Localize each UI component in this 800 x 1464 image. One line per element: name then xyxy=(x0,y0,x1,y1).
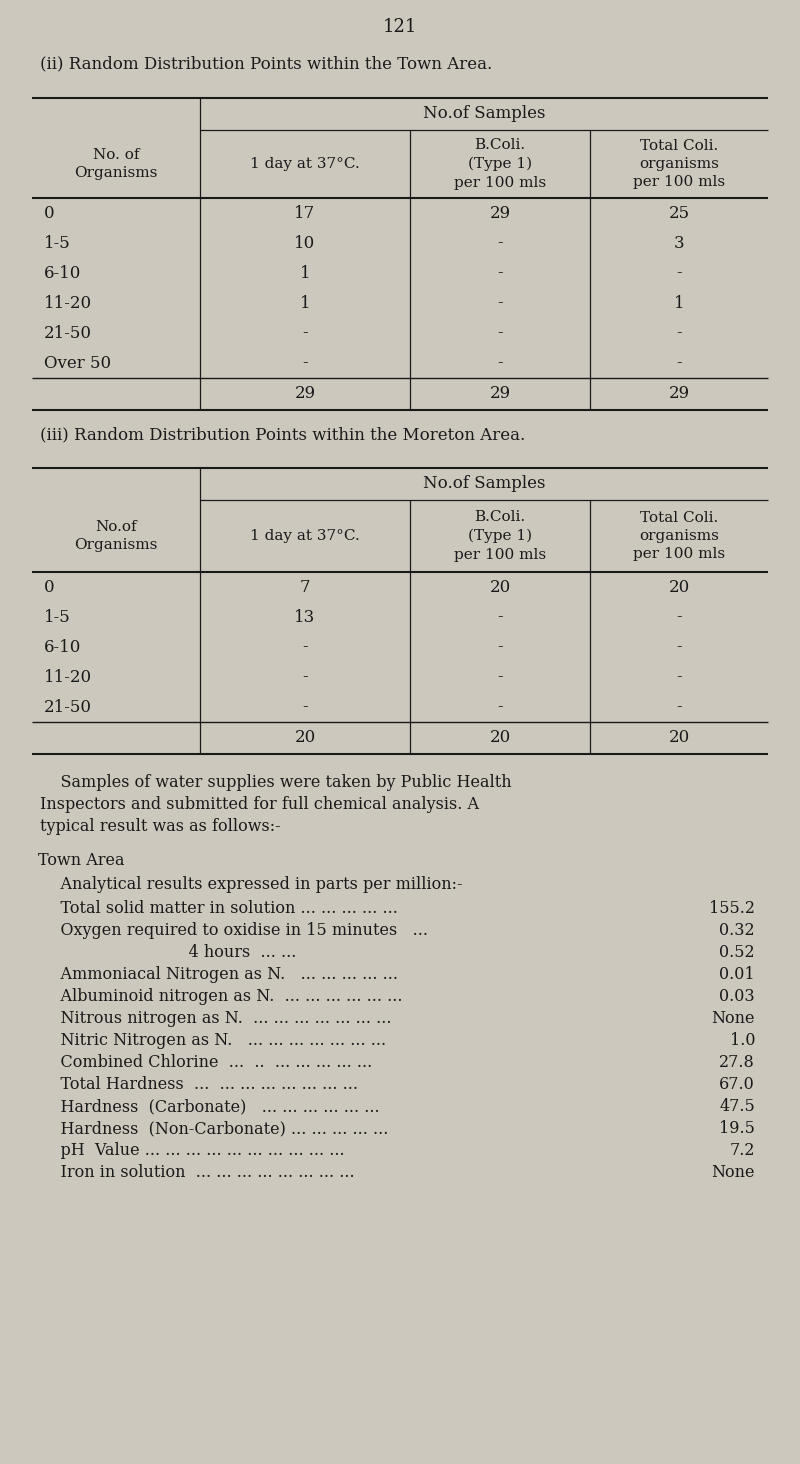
Text: None: None xyxy=(711,1164,755,1181)
Text: Total Hardness  ...  ... ... ... ... ... ... ...: Total Hardness ... ... ... ... ... ... .… xyxy=(40,1076,358,1094)
Text: 0.32: 0.32 xyxy=(719,922,755,938)
Text: -: - xyxy=(497,265,503,281)
Text: None: None xyxy=(711,1010,755,1028)
Text: 1: 1 xyxy=(674,294,684,312)
Text: -: - xyxy=(676,325,682,341)
Text: -: - xyxy=(497,698,503,716)
Text: -: - xyxy=(302,325,308,341)
Text: Albuminoid nitrogen as N.  ... ... ... ... ... ...: Albuminoid nitrogen as N. ... ... ... ..… xyxy=(40,988,402,1004)
Text: -: - xyxy=(676,669,682,685)
Text: 6-10: 6-10 xyxy=(44,638,82,656)
Text: -: - xyxy=(497,325,503,341)
Text: (ii) Random Distribution Points within the Town Area.: (ii) Random Distribution Points within t… xyxy=(40,56,492,72)
Text: No.of Samples: No.of Samples xyxy=(422,105,546,123)
Text: 1-5: 1-5 xyxy=(44,609,70,625)
Text: -: - xyxy=(302,698,308,716)
Text: 20: 20 xyxy=(294,729,316,747)
Text: (iii) Random Distribution Points within the Moreton Area.: (iii) Random Distribution Points within … xyxy=(40,426,526,444)
Text: -: - xyxy=(302,669,308,685)
Text: 27.8: 27.8 xyxy=(719,1054,755,1072)
Text: 29: 29 xyxy=(669,385,690,403)
Text: Hardness  (Carbonate)   ... ... ... ... ... ...: Hardness (Carbonate) ... ... ... ... ...… xyxy=(40,1098,380,1116)
Text: Oxygen required to oxidise in 15 minutes   ...: Oxygen required to oxidise in 15 minutes… xyxy=(40,922,428,938)
Text: -: - xyxy=(497,638,503,656)
Text: 4 hours  ... ...: 4 hours ... ... xyxy=(40,944,296,960)
Text: -: - xyxy=(676,609,682,625)
Text: -: - xyxy=(676,354,682,372)
Text: No.of Samples: No.of Samples xyxy=(422,476,546,492)
Text: 0: 0 xyxy=(44,578,54,596)
Text: 47.5: 47.5 xyxy=(719,1098,755,1116)
Text: Hardness  (Non-Carbonate) ... ... ... ... ...: Hardness (Non-Carbonate) ... ... ... ...… xyxy=(40,1120,388,1138)
Text: B.Coli.
(Type 1)
per 100 mls: B.Coli. (Type 1) per 100 mls xyxy=(454,511,546,562)
Text: Nitrous nitrogen as N.  ... ... ... ... ... ... ...: Nitrous nitrogen as N. ... ... ... ... .… xyxy=(40,1010,391,1028)
Text: 13: 13 xyxy=(294,609,316,625)
Text: 7: 7 xyxy=(300,578,310,596)
Text: Nitric Nitrogen as N.   ... ... ... ... ... ... ...: Nitric Nitrogen as N. ... ... ... ... ..… xyxy=(40,1032,386,1050)
Text: 155.2: 155.2 xyxy=(709,900,755,916)
Text: 10: 10 xyxy=(294,234,316,252)
Text: 6-10: 6-10 xyxy=(44,265,82,281)
Text: 7.2: 7.2 xyxy=(730,1142,755,1159)
Text: -: - xyxy=(302,638,308,656)
Text: -: - xyxy=(497,234,503,252)
Text: 25: 25 xyxy=(669,205,690,221)
Text: 11-20: 11-20 xyxy=(44,669,92,685)
Text: 1 day at 37°C.: 1 day at 37°C. xyxy=(250,529,360,543)
Text: -: - xyxy=(302,354,308,372)
Text: Ammoniacal Nitrogen as N.   ... ... ... ... ...: Ammoniacal Nitrogen as N. ... ... ... ..… xyxy=(40,966,398,982)
Text: Total Coli.
organisms
per 100 mls: Total Coli. organisms per 100 mls xyxy=(633,139,725,189)
Text: -: - xyxy=(497,609,503,625)
Text: Iron in solution  ... ... ... ... ... ... ... ...: Iron in solution ... ... ... ... ... ...… xyxy=(40,1164,354,1181)
Text: 67.0: 67.0 xyxy=(719,1076,755,1094)
Text: 0.01: 0.01 xyxy=(719,966,755,982)
Text: -: - xyxy=(676,265,682,281)
Text: 21-50: 21-50 xyxy=(44,325,92,341)
Text: 3: 3 xyxy=(674,234,684,252)
Text: B.Coli.
(Type 1)
per 100 mls: B.Coli. (Type 1) per 100 mls xyxy=(454,138,546,190)
Text: 1-5: 1-5 xyxy=(44,234,70,252)
Text: No. of
Organisms: No. of Organisms xyxy=(74,148,158,180)
Text: 19.5: 19.5 xyxy=(719,1120,755,1138)
Text: 20: 20 xyxy=(490,578,510,596)
Text: 0.03: 0.03 xyxy=(719,988,755,1004)
Text: typical result was as follows:-: typical result was as follows:- xyxy=(40,818,281,834)
Text: 17: 17 xyxy=(294,205,316,221)
Text: 11-20: 11-20 xyxy=(44,294,92,312)
Text: 0.52: 0.52 xyxy=(719,944,755,960)
Text: -: - xyxy=(676,638,682,656)
Text: 1: 1 xyxy=(300,294,310,312)
Text: 1: 1 xyxy=(300,265,310,281)
Text: Combined Chlorine  ...  ..  ... ... ... ... ...: Combined Chlorine ... .. ... ... ... ...… xyxy=(40,1054,372,1072)
Text: 29: 29 xyxy=(490,385,510,403)
Text: -: - xyxy=(497,669,503,685)
Text: Analytical results expressed in parts per million:-: Analytical results expressed in parts pe… xyxy=(40,875,462,893)
Text: Total Coli.
organisms
per 100 mls: Total Coli. organisms per 100 mls xyxy=(633,511,725,561)
Text: 21-50: 21-50 xyxy=(44,698,92,716)
Text: 29: 29 xyxy=(294,385,315,403)
Text: 1 day at 37°C.: 1 day at 37°C. xyxy=(250,157,360,171)
Text: -: - xyxy=(497,354,503,372)
Text: Total solid matter in solution ... ... ... ... ...: Total solid matter in solution ... ... .… xyxy=(40,900,398,916)
Text: 20: 20 xyxy=(668,578,690,596)
Text: 0: 0 xyxy=(44,205,54,221)
Text: 121: 121 xyxy=(383,18,417,37)
Text: pH  Value ... ... ... ... ... ... ... ... ... ...: pH Value ... ... ... ... ... ... ... ...… xyxy=(40,1142,345,1159)
Text: 1.0: 1.0 xyxy=(730,1032,755,1050)
Text: Town Area: Town Area xyxy=(38,852,125,870)
Text: Inspectors and submitted for full chemical analysis. A: Inspectors and submitted for full chemic… xyxy=(40,796,479,813)
Text: -: - xyxy=(676,698,682,716)
Text: 20: 20 xyxy=(668,729,690,747)
Text: Over 50: Over 50 xyxy=(44,354,111,372)
Text: 20: 20 xyxy=(490,729,510,747)
Text: Samples of water supplies were taken by Public Health: Samples of water supplies were taken by … xyxy=(40,774,512,791)
Text: -: - xyxy=(497,294,503,312)
Text: No.of
Organisms: No.of Organisms xyxy=(74,520,158,552)
Text: 29: 29 xyxy=(490,205,510,221)
